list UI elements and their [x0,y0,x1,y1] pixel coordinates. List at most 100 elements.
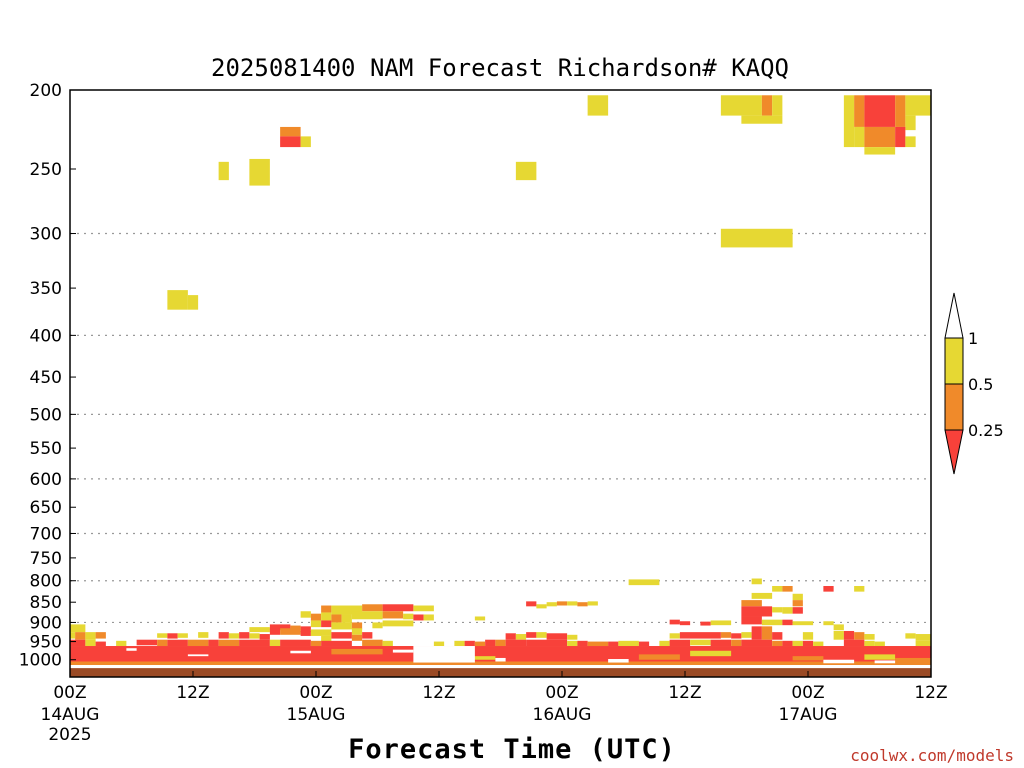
heatmap-cell-54 [331,614,342,623]
heatmap-cell-123 [864,634,875,640]
heatmap-cell-143 [433,641,445,647]
heatmap-cell-6 [854,95,865,127]
heatmap-cell-43 [772,607,783,613]
heatmap-cell-139 [310,640,322,647]
heatmap-gap-1 [290,650,311,654]
legend-arrow-bottom [944,429,964,475]
heatmap-cell-24 [187,295,199,310]
y-tick-label-450: 450 [30,368,62,388]
heatmap-cell-16 [280,126,301,137]
heatmap-cell-114 [731,633,742,639]
heatmap-cell-5 [843,95,855,148]
heatmap-cell-60 [423,614,434,621]
x-axis-label: Forecast Time (UTC) [348,734,676,765]
heatmap-cell-67 [741,616,762,625]
heatmap-cell-44 [782,607,793,614]
heatmap-cell-39 [567,601,578,606]
x-tick-label-1: 12Z [176,683,209,703]
heatmap-cell-53 [321,612,332,621]
heatmap-cell-91 [95,632,106,639]
heatmap-cell-52 [310,613,322,621]
heatmap-cell-55 [341,614,352,623]
heatmap-cell-151 [567,640,578,647]
x-tick-date-4: 16AUG [533,705,592,725]
heatmap-cell-181 [895,657,931,663]
heatmap-cell-50 [413,605,434,612]
heatmap-cell-45 [792,607,803,614]
heatmap-cell-78 [382,620,414,627]
heatmap-cell-146 [474,641,486,647]
heatmap-cell-144 [454,640,465,647]
heatmap-cell-158 [669,639,691,647]
heatmap-cell-13 [895,126,906,148]
heatmap-cell-93 [167,633,178,639]
heatmap-cell-42 [741,606,773,617]
heatmap-cell-59 [413,614,424,621]
heatmap-cell-22 [720,228,793,248]
heatmap-cell-32 [792,593,803,601]
heatmap-cell-98 [239,632,250,639]
heatmap-cell-56 [351,611,383,620]
heatmap-cell-41 [587,601,598,606]
heatmap-cell-21 [515,161,537,181]
heatmap-cell-25 [628,579,660,586]
heatmap-cell-17 [280,136,301,148]
heatmap-cell-117 [761,626,773,640]
y-axis-ticks: 200 250 300 350 400 450 500 550 600 650 700 750 8008… [19,81,76,671]
heatmap-cell-107 [526,632,537,638]
heatmap-cell-26 [751,578,762,585]
heatmap-cell-90 [85,632,96,640]
heatmap-cell-4 [741,115,783,124]
heatmap-cell-178 [690,650,732,657]
heatmap-cell-66 [710,620,732,626]
heatmap-cell-23 [167,290,188,310]
heatmap-cell-134 [208,639,219,647]
heatmap-cell-122 [854,632,865,640]
heatmap-cell-102 [331,632,352,639]
y-tick-label-200: 200 [30,81,62,101]
heatmap-cell-19 [218,161,229,181]
heatmap-cell-64 [679,621,691,626]
heatmap-cell-133 [187,639,209,647]
legend-swatch-yellow [944,337,964,385]
legend-label-0.25: 0.25 [968,421,1004,440]
heatmap-cell-28 [782,586,793,592]
heatmap-cell-40 [577,602,588,607]
heatmap-cell-118 [772,632,783,640]
heatmap-cell-11 [854,126,865,148]
legend-swatch-orange [944,383,964,431]
x-tick-label-5: 12Z [668,683,701,703]
x-tick-label-6: 00Z [791,683,824,703]
y-tick-label-900: 900 [30,613,62,633]
heatmap-cell-129 [116,640,127,647]
heatmap-cell-171 [915,640,931,647]
heatmap-cell-121 [843,630,855,640]
x-tick-year-0: 2025 [48,725,91,745]
heatmap-cell-150 [526,639,568,647]
y-tick-label-850: 850 [30,593,62,613]
heatmap-cell-113 [720,632,732,638]
legend-label-0.5: 0.5 [968,375,993,394]
heatmap-cell-84 [280,628,301,635]
legend-label-1: 1 [968,329,978,348]
heatmap-cell-163 [772,640,783,647]
x-tick-label-7: 12Z [914,683,947,703]
heatmap-cell-168 [843,639,865,647]
heatmap-cell-115 [741,632,752,638]
x-tick-date-2: 15AUG [287,705,346,725]
heatmap-cell-0 [587,95,609,116]
heatmap-cell-136 [239,639,270,647]
heatmap-cells [70,95,931,665]
colorbar-legend: 1 0.5 0.25 [944,292,1004,475]
heatmap-cell-132 [167,639,188,647]
heatmap-gap-5 [608,659,629,663]
heatmap-cell-70 [792,621,814,626]
heatmap-cell-83 [269,628,281,635]
heatmap-cell-48 [362,604,383,612]
heatmap-cell-172 [70,646,931,662]
heatmap-cell-51 [300,611,311,618]
heatmap-gap-3 [413,646,475,663]
heatmap-cell-162 [741,639,773,647]
heatmap-cell-79 [269,624,291,631]
